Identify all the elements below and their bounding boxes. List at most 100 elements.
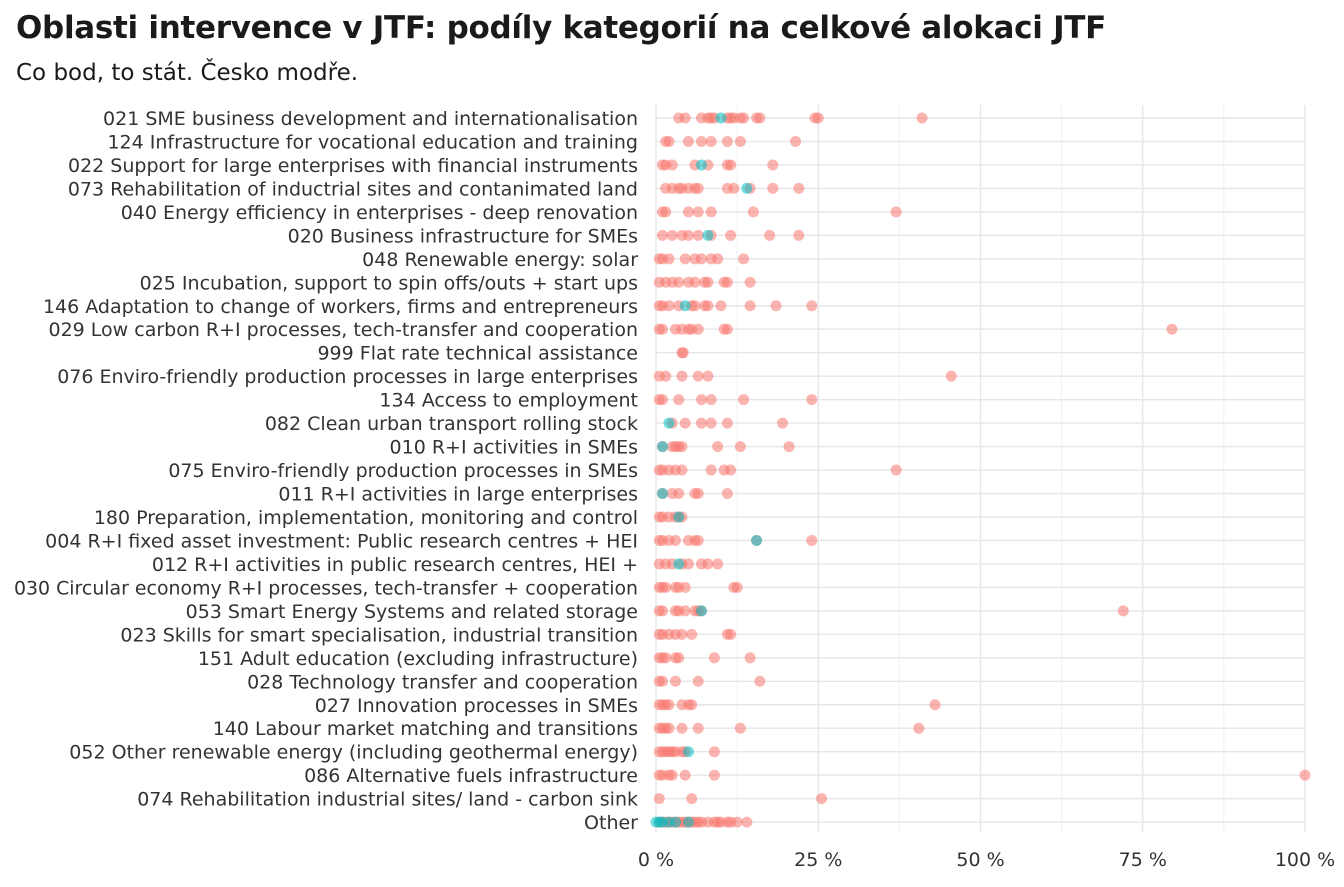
- category-label: 048 Renewable energy: solar: [362, 249, 638, 271]
- point-other-state: [916, 112, 928, 124]
- category-label: 124 Infrastructure for vocational educat…: [107, 131, 638, 153]
- point-other-state: [738, 253, 750, 265]
- point-other-state: [692, 534, 704, 546]
- point-other-state: [747, 206, 759, 218]
- category-label: 028 Technology transfer and cooperation: [247, 671, 638, 693]
- point-other-state: [673, 394, 685, 406]
- point-other-state: [656, 605, 668, 617]
- point-other-state: [708, 769, 720, 781]
- point-other-state: [679, 605, 691, 617]
- category-label: 053 Smart Energy Systems and related sto…: [186, 601, 638, 623]
- category-label: 075 Enviro-friendly production processes…: [168, 460, 638, 482]
- category-label: 029 Low carbon R+I processes, tech-trans…: [48, 319, 638, 341]
- point-other-state: [656, 229, 668, 241]
- point-other-state: [744, 276, 756, 288]
- point-other-state: [783, 441, 795, 453]
- category-label: 146 Adaptation to change of workers, fir…: [43, 296, 638, 318]
- point-other-state: [777, 417, 789, 429]
- point-other-state: [702, 370, 714, 382]
- point-other-state: [725, 464, 737, 476]
- point-other-state: [676, 464, 688, 476]
- point-other-state: [692, 722, 704, 734]
- point-other-state: [695, 394, 707, 406]
- point-other-state: [692, 323, 704, 335]
- x-tick-label: 75 %: [1119, 849, 1167, 871]
- category-labels: 021 SME business development and interna…: [14, 108, 638, 834]
- category-label: 052 Other renewable energy (including ge…: [69, 742, 638, 764]
- point-czechia: [682, 746, 694, 758]
- category-label: 074 Rehabilitation industrial sites/ lan…: [137, 789, 638, 811]
- point-other-state: [764, 229, 776, 241]
- point-other-state: [702, 276, 714, 288]
- point-other-state: [702, 300, 714, 312]
- point-other-state: [663, 699, 675, 711]
- point-czechia: [695, 159, 707, 171]
- point-other-state: [945, 370, 957, 382]
- point-other-state: [676, 370, 688, 382]
- point-czechia: [751, 534, 763, 546]
- data-points: [650, 112, 1311, 828]
- category-label: 140 Labour market matching and transitio…: [213, 718, 638, 740]
- point-other-state: [929, 699, 941, 711]
- point-other-state: [686, 699, 698, 711]
- point-other-state: [806, 534, 818, 546]
- point-other-state: [725, 159, 737, 171]
- point-other-state: [666, 229, 678, 241]
- category-label: 040 Energy efficiency in enterprises - d…: [121, 202, 638, 224]
- category-label: 023 Skills for smart specialisation, ind…: [120, 624, 638, 646]
- point-czechia: [679, 300, 691, 312]
- point-czechia: [656, 488, 668, 500]
- point-other-state: [806, 300, 818, 312]
- point-other-state: [744, 300, 756, 312]
- point-other-state: [738, 394, 750, 406]
- category-label: 030 Circular economy R+I processes, tech…: [14, 577, 638, 599]
- point-other-state: [721, 135, 733, 147]
- category-label: 180 Preparation, implementation, monitor…: [94, 507, 638, 529]
- point-other-state: [692, 488, 704, 500]
- point-other-state: [725, 229, 737, 241]
- point-other-state: [679, 581, 691, 593]
- point-other-state: [721, 323, 733, 335]
- point-other-state: [676, 722, 688, 734]
- point-other-state: [679, 417, 691, 429]
- point-other-state: [682, 206, 694, 218]
- point-other-state: [686, 628, 698, 640]
- point-other-state: [689, 276, 701, 288]
- point-other-state: [890, 206, 902, 218]
- point-other-state: [666, 159, 678, 171]
- point-other-state: [660, 206, 672, 218]
- point-czechia: [669, 816, 681, 828]
- category-label: 020 Business infrastructure for SMEs: [288, 225, 638, 247]
- point-other-state: [741, 816, 753, 828]
- point-other-state: [1117, 605, 1129, 617]
- point-other-state: [673, 652, 685, 664]
- category-label: 025 Incubation, support to spin offs/out…: [140, 272, 638, 294]
- point-other-state: [712, 253, 724, 265]
- point-other-state: [721, 417, 733, 429]
- point-other-state: [767, 182, 779, 194]
- point-other-state: [676, 441, 688, 453]
- point-other-state: [682, 135, 694, 147]
- point-czechia: [673, 558, 685, 570]
- point-other-state: [734, 722, 746, 734]
- point-other-state: [793, 182, 805, 194]
- point-other-state: [725, 628, 737, 640]
- point-czechia: [702, 229, 714, 241]
- point-other-state: [708, 746, 720, 758]
- point-other-state: [744, 652, 756, 664]
- point-other-state: [721, 276, 733, 288]
- point-other-state: [695, 417, 707, 429]
- point-other-state: [692, 206, 704, 218]
- point-other-state: [712, 441, 724, 453]
- point-other-state: [679, 112, 691, 124]
- point-other-state: [738, 112, 750, 124]
- point-other-state: [669, 675, 681, 687]
- point-other-state: [754, 112, 766, 124]
- point-other-state: [673, 276, 685, 288]
- point-other-state: [660, 370, 672, 382]
- point-other-state: [682, 558, 694, 570]
- category-label: 010 R+I activities in SMEs: [390, 437, 638, 459]
- point-other-state: [689, 300, 701, 312]
- point-other-state: [686, 793, 698, 805]
- category-label: 082 Clean urban transport rolling stock: [265, 413, 638, 435]
